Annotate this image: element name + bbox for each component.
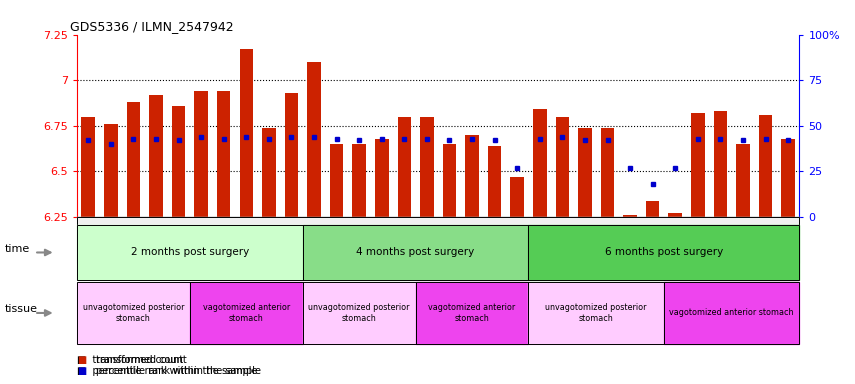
- Bar: [375, 139, 388, 217]
- Text: unvagotomized posterior
stomach: unvagotomized posterior stomach: [545, 303, 647, 323]
- Text: GDS5336 / ILMN_2547942: GDS5336 / ILMN_2547942: [70, 20, 233, 33]
- Bar: [578, 127, 592, 217]
- Bar: [510, 177, 524, 217]
- Text: vagotomized anterior
stomach: vagotomized anterior stomach: [428, 303, 516, 323]
- Text: ■: ■: [77, 366, 86, 376]
- Text: ■  percentile rank within the sample: ■ percentile rank within the sample: [77, 366, 257, 376]
- Bar: [285, 93, 298, 217]
- Bar: [262, 127, 275, 217]
- Bar: [217, 91, 231, 217]
- Bar: [714, 111, 727, 217]
- Bar: [307, 62, 321, 217]
- Text: unvagotomized posterior
stomach: unvagotomized posterior stomach: [309, 303, 410, 323]
- Bar: [488, 146, 501, 217]
- Text: percentile rank within the sample: percentile rank within the sample: [96, 366, 261, 376]
- Bar: [533, 109, 546, 217]
- Bar: [781, 139, 795, 217]
- Bar: [736, 144, 750, 217]
- Bar: [172, 106, 186, 217]
- Bar: [623, 215, 637, 217]
- Text: transformed count: transformed count: [96, 355, 186, 365]
- Bar: [127, 102, 140, 217]
- Bar: [646, 200, 659, 217]
- Text: 6 months post surgery: 6 months post surgery: [604, 247, 723, 258]
- Bar: [352, 144, 366, 217]
- Bar: [398, 117, 411, 217]
- Bar: [330, 144, 344, 217]
- Bar: [239, 49, 253, 217]
- Bar: [465, 135, 479, 217]
- Bar: [691, 113, 705, 217]
- Bar: [420, 117, 433, 217]
- Bar: [669, 214, 682, 217]
- Text: ■: ■: [77, 355, 86, 365]
- Bar: [194, 91, 208, 217]
- Bar: [556, 117, 569, 217]
- Text: unvagotomized posterior
stomach: unvagotomized posterior stomach: [83, 303, 184, 323]
- Text: time: time: [4, 243, 30, 254]
- Bar: [104, 124, 118, 217]
- Text: 4 months post surgery: 4 months post surgery: [357, 247, 475, 258]
- Bar: [601, 127, 614, 217]
- Text: vagotomized anterior stomach: vagotomized anterior stomach: [669, 308, 794, 318]
- Text: 2 months post surgery: 2 months post surgery: [131, 247, 249, 258]
- Bar: [81, 117, 95, 217]
- Bar: [758, 115, 772, 217]
- Text: vagotomized anterior
stomach: vagotomized anterior stomach: [203, 303, 290, 323]
- Bar: [443, 144, 457, 217]
- Text: ■  transformed count: ■ transformed count: [77, 355, 183, 365]
- Bar: [149, 95, 162, 217]
- Text: tissue: tissue: [4, 304, 38, 314]
